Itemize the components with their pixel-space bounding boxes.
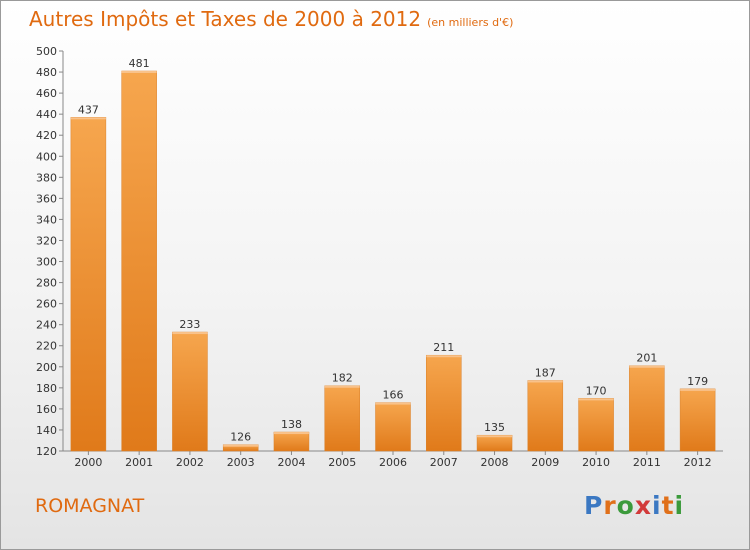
chart-title: Autres Impôts et Taxes de 2000 à 2012 (en…	[29, 7, 513, 31]
x-tick-label: 2001	[125, 456, 153, 469]
y-tick-label: 160	[36, 403, 57, 416]
bar-highlight	[578, 398, 614, 401]
bar-highlight	[680, 388, 716, 391]
x-tick-label: 2010	[582, 456, 610, 469]
logo-letter: r	[603, 491, 617, 520]
bar-2007	[426, 354, 462, 452]
value-label-2003: 126	[230, 431, 251, 444]
x-tick-label: 2002	[176, 456, 204, 469]
y-tick-label: 120	[36, 445, 57, 458]
logo-letter: t	[661, 491, 675, 520]
y-tick-label: 220	[36, 340, 57, 353]
logo-letter: i	[674, 491, 685, 520]
bar-2010	[578, 398, 614, 452]
y-tick-label: 140	[36, 424, 57, 437]
x-tick-label: 2000	[74, 456, 102, 469]
logo-letter: i	[652, 491, 662, 520]
bar-2011	[629, 365, 665, 452]
value-label-2001: 481	[129, 57, 150, 70]
bar-2002	[172, 331, 208, 452]
y-tick-label: 260	[36, 298, 57, 311]
bar-highlight	[121, 71, 157, 73]
bar-highlight	[477, 435, 513, 438]
x-tick-label: 2006	[379, 456, 407, 469]
bar-2009	[527, 380, 564, 452]
logo-letter: P	[584, 491, 604, 520]
value-label-2012: 179	[687, 375, 708, 388]
value-label-2005: 182	[332, 372, 353, 385]
bar-2000	[70, 117, 107, 452]
value-label-2011: 201	[636, 352, 657, 365]
proxiti-logo: Proxiti	[584, 491, 684, 520]
y-tick-label: 320	[36, 234, 57, 247]
value-label-2006: 166	[383, 389, 404, 402]
bar-highlight	[426, 355, 462, 358]
y-tick-label: 480	[36, 66, 57, 79]
place-name: ROMAGNAT	[35, 495, 145, 517]
bar-highlight	[324, 385, 360, 388]
bar-2006	[375, 402, 411, 452]
y-tick-label: 500	[36, 45, 57, 58]
chart-unit: (en milliers d'€)	[427, 16, 514, 29]
x-tick-label: 2012	[684, 456, 712, 469]
value-label-2010: 170	[586, 384, 607, 397]
value-label-2009: 187	[535, 366, 556, 379]
y-tick-label: 280	[36, 277, 57, 290]
y-tick-label: 440	[36, 108, 57, 121]
y-tick-label: 420	[36, 129, 57, 142]
bar-2008	[476, 434, 513, 452]
y-tick-label: 400	[36, 150, 57, 163]
bar-highlight	[527, 380, 563, 383]
bar-2004	[273, 431, 310, 452]
value-label-2004: 138	[281, 418, 302, 431]
bar-highlight	[223, 444, 259, 447]
value-label-2000: 437	[78, 103, 99, 116]
y-tick-label: 360	[36, 192, 57, 205]
bar-highlight	[172, 332, 208, 335]
y-tick-label: 460	[36, 87, 57, 100]
logo-letter: x	[634, 491, 652, 520]
value-label-2007: 211	[433, 341, 454, 354]
y-tick-label: 340	[36, 213, 57, 226]
logo-letter: o	[616, 491, 635, 520]
value-label-2008: 135	[484, 421, 505, 434]
bar-highlight	[273, 432, 309, 435]
x-tick-label: 2003	[227, 456, 255, 469]
y-tick-label: 200	[36, 361, 57, 374]
chart-labels: 437 481 233 126 138 182 166 211 135 187 170 201 179	[78, 57, 708, 444]
x-tick-label: 2008	[481, 456, 509, 469]
bar-2005	[324, 385, 360, 452]
value-label-2002: 233	[179, 318, 200, 331]
x-tick-label: 2007	[430, 456, 458, 469]
x-tick-label: 2011	[633, 456, 661, 469]
bar-2012	[679, 388, 716, 452]
bar-highlight	[629, 365, 665, 368]
y-tick-label: 300	[36, 256, 57, 269]
chart-axes: 120 140 160 180 200 220 240 260 280 300 320 340 360 3…	[36, 45, 723, 469]
bar-highlight	[70, 117, 106, 120]
y-tick-label: 380	[36, 171, 57, 184]
y-tick-label: 240	[36, 319, 57, 332]
x-tick-label: 2005	[328, 456, 356, 469]
x-tick-label: 2009	[531, 456, 559, 469]
chart-bars	[70, 70, 716, 452]
x-tick-label: 2004	[277, 456, 305, 469]
bar-2001	[121, 70, 157, 452]
y-tick-label: 180	[36, 382, 57, 395]
chart-title-text: Autres Impôts et Taxes de 2000 à 2012	[29, 7, 422, 31]
bar-highlight	[375, 402, 411, 405]
